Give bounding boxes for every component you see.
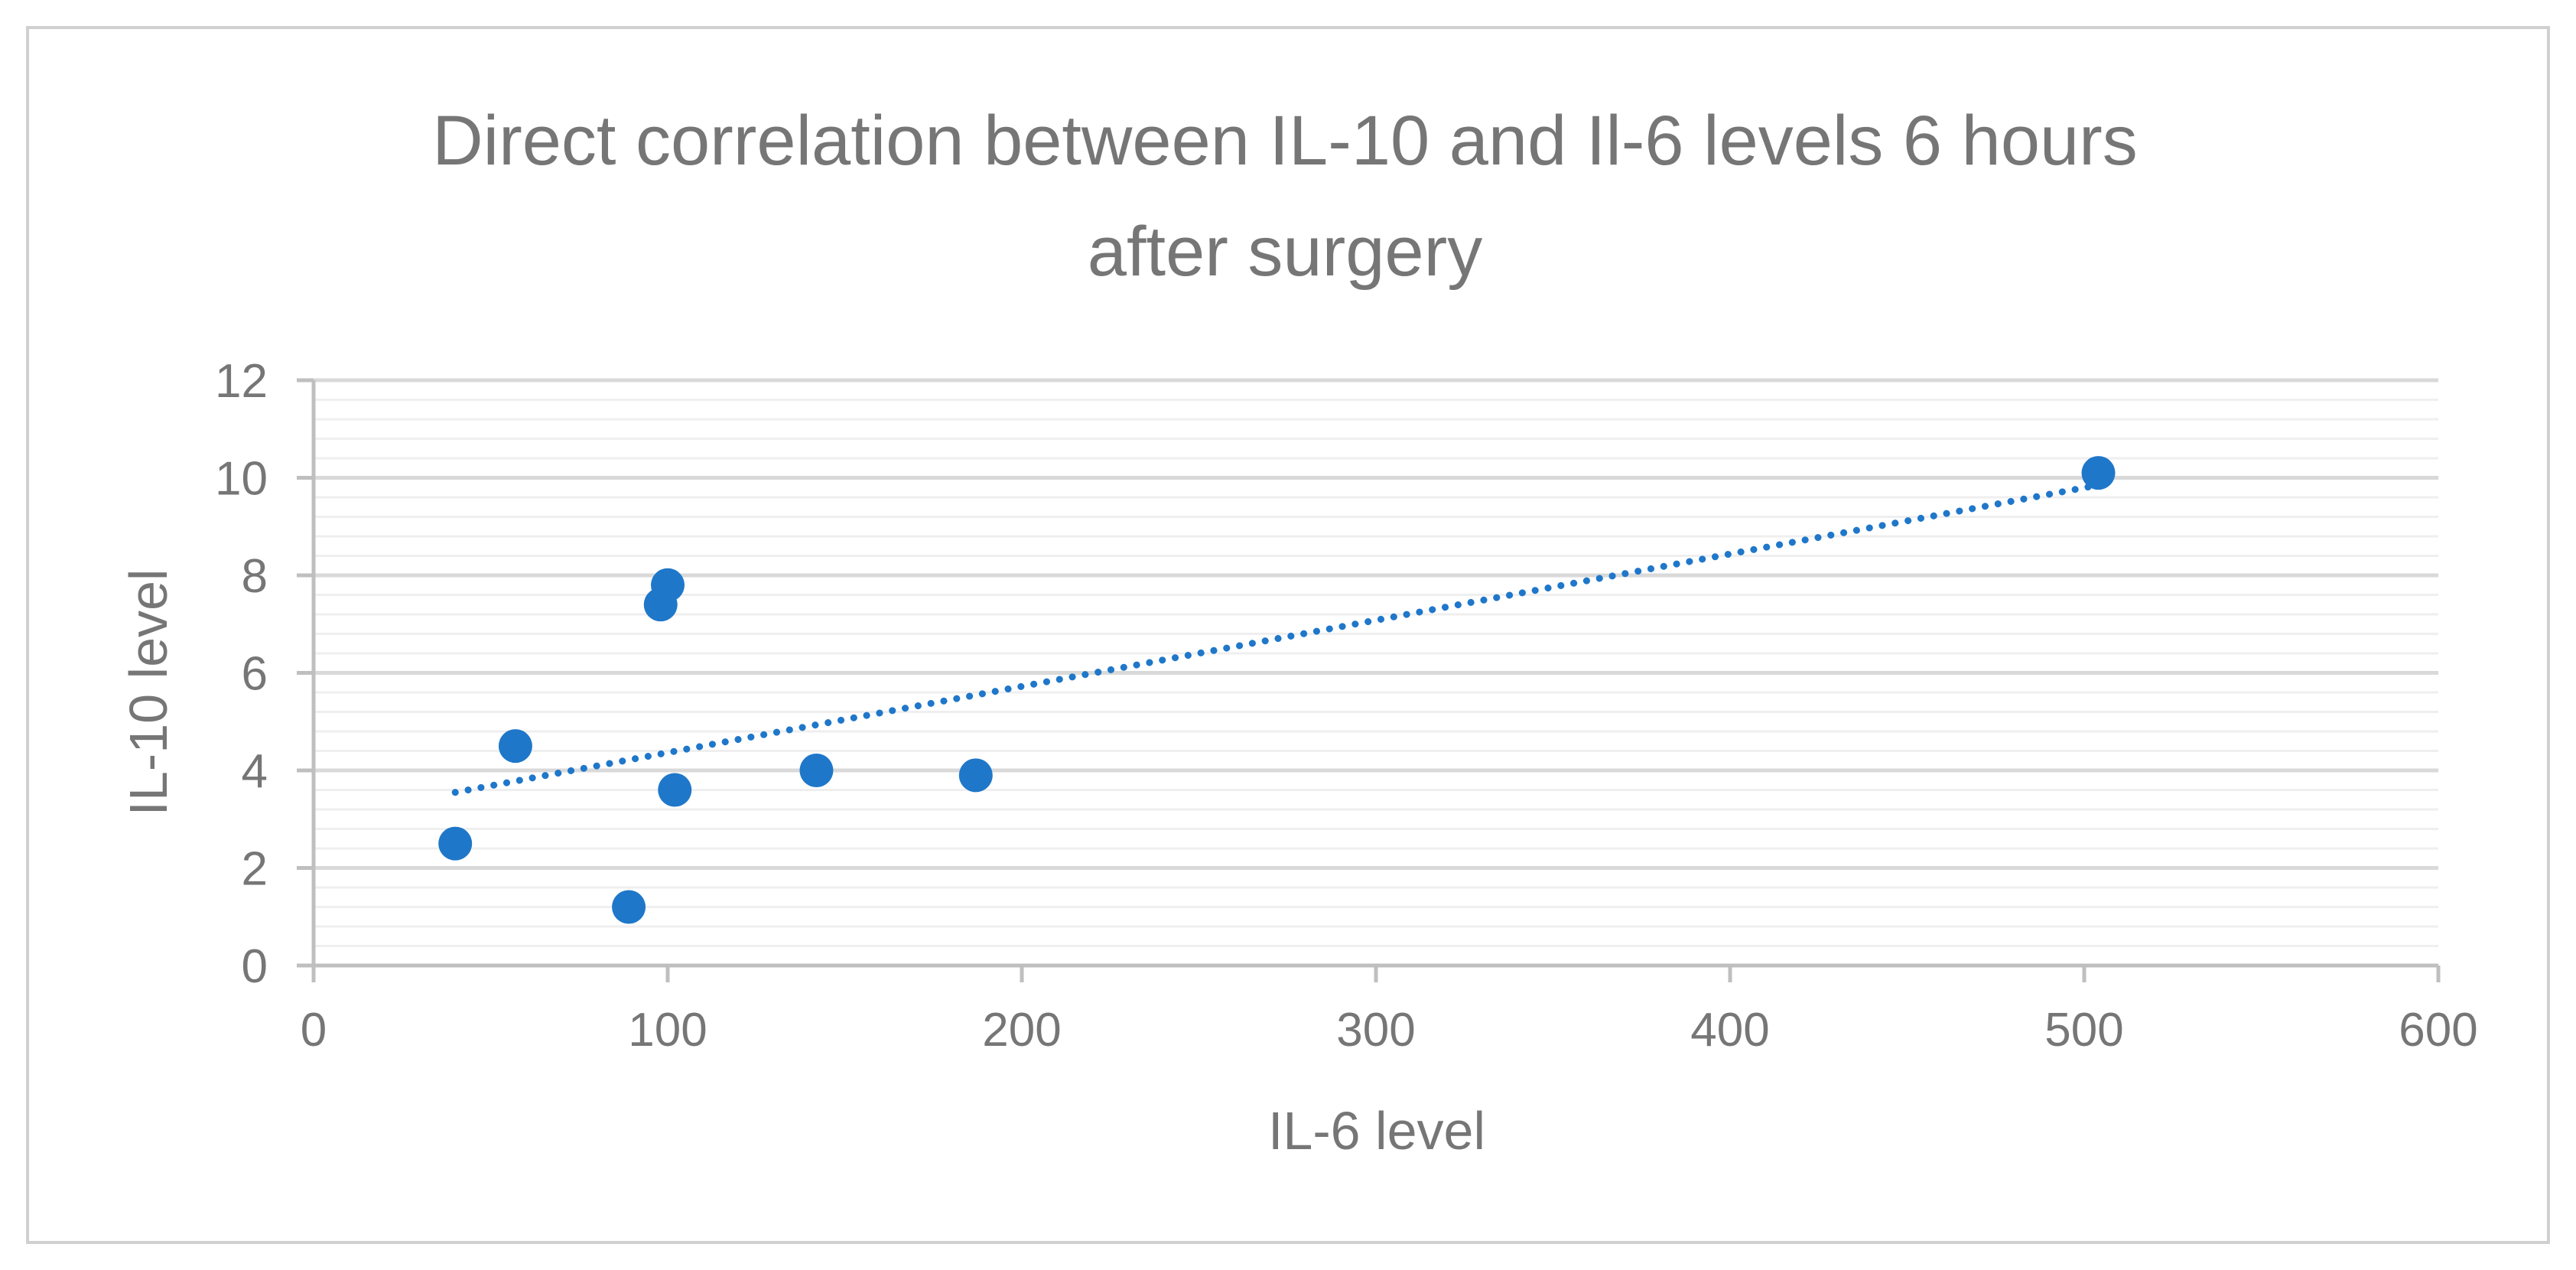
x-tick-label: 600 bbox=[2399, 1004, 2477, 1057]
y-axis-label: IL-10 level bbox=[119, 569, 178, 816]
data-points bbox=[438, 456, 2116, 924]
x-tick-label: 100 bbox=[628, 1004, 707, 1057]
data-point bbox=[799, 754, 834, 787]
data-point bbox=[438, 826, 473, 861]
y-tick-label: 6 bbox=[242, 648, 268, 701]
grid-lines bbox=[314, 378, 2438, 947]
y-tick-labels: 0 2 4 6 8 10 12 bbox=[215, 355, 268, 993]
data-point bbox=[658, 773, 692, 807]
x-tick-label: 300 bbox=[1336, 1004, 1415, 1057]
axes bbox=[297, 378, 2441, 982]
x-tick-label: 400 bbox=[1690, 1004, 1769, 1057]
y-tick-label: 4 bbox=[242, 745, 268, 798]
data-point bbox=[958, 758, 993, 793]
y-tick-label: 10 bbox=[215, 453, 268, 506]
chart-title-line-1: Direct correlation between IL-10 and Il-… bbox=[432, 102, 2138, 180]
x-tick-labels: 0 100 200 300 400 500 600 bbox=[301, 1004, 2478, 1057]
x-tick-label: 0 bbox=[301, 1004, 327, 1057]
y-tick-label: 12 bbox=[215, 355, 268, 408]
data-point bbox=[2081, 456, 2116, 490]
trendline-linear bbox=[451, 481, 2103, 796]
y-tick-label: 0 bbox=[242, 940, 268, 993]
y-tick-label: 8 bbox=[242, 550, 268, 603]
data-point bbox=[612, 890, 646, 924]
data-point bbox=[498, 729, 532, 764]
x-tick-label: 500 bbox=[2044, 1004, 2123, 1057]
y-tick-label: 2 bbox=[242, 843, 268, 896]
x-tick-label: 200 bbox=[982, 1004, 1061, 1057]
data-point bbox=[651, 568, 685, 602]
x-axis-label: IL-6 level bbox=[1268, 1101, 1485, 1161]
chart-title-line-2: after surgery bbox=[1088, 213, 1482, 291]
trendline bbox=[451, 481, 2103, 796]
